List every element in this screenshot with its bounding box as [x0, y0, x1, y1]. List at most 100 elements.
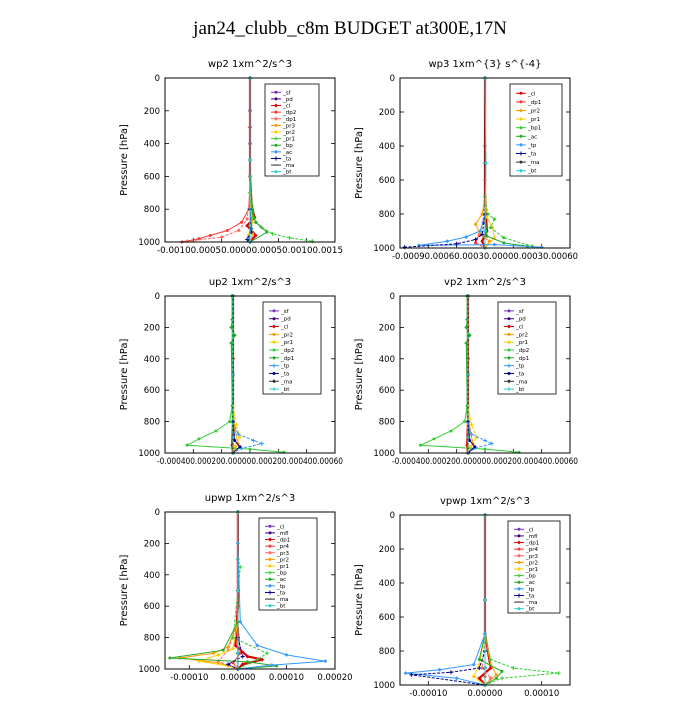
- legend-entry: _pr1: [515, 340, 528, 346]
- legend-entry: _bt: [276, 604, 286, 610]
- data-point-ac: [477, 658, 481, 661]
- data-point-pr1: [287, 235, 292, 240]
- legend-entry: _bt: [280, 387, 290, 393]
- data-point-pr1: [270, 231, 275, 236]
- x-tick-labels: -0.00090.00060.00030.00000.00030.00060: [392, 252, 578, 262]
- y-tick-label: 0: [155, 508, 160, 518]
- plot-frame: [399, 514, 571, 686]
- data-point-pr2: [250, 220, 255, 225]
- legend-box: [509, 83, 563, 177]
- legend-entry: _tp: [527, 143, 537, 149]
- legend-marker: [517, 573, 521, 578]
- panel-up2: up2 1xm^2/s^3 Pressure [hPa] 0 200 400 600 800…: [119, 277, 343, 467]
- data-point-ta: [402, 245, 407, 250]
- data-point-tp: [445, 239, 450, 244]
- data-point-tp: [236, 432, 241, 437]
- legend-entry: _bp: [525, 574, 536, 580]
- legend-marker: [272, 379, 276, 384]
- legend-entry: _dp1: [282, 117, 296, 123]
- series-line-tp: [418, 78, 542, 248]
- legend-marker: [517, 547, 521, 551]
- series-line-pr2: [179, 512, 239, 670]
- legend-marker: [507, 363, 511, 368]
- legend-entry: _bt: [515, 387, 525, 393]
- legend-marker: [519, 151, 523, 156]
- legend-entry: _bt: [527, 169, 537, 175]
- y-tick-label: 400: [379, 579, 395, 589]
- legend-marker: [507, 355, 511, 360]
- legend-marker: [274, 170, 278, 174]
- data-point-pr2: [473, 222, 478, 227]
- x-tick-labels: -0.000400.000200.000000.000200.000400.00…: [392, 457, 578, 467]
- data-point-pr2: [480, 212, 485, 216]
- y-tick-label: 1000: [373, 244, 395, 254]
- legend-marker: [507, 340, 511, 345]
- data-point-bp: [488, 657, 493, 662]
- figure-title: jan24_clubb_c8m BUDGET at300E,17N: [193, 18, 507, 39]
- legend-entry: _pr1: [525, 567, 538, 573]
- data-point-bt: [483, 598, 487, 602]
- legend-entry: _dp2: [280, 348, 294, 354]
- data-point-pr2: [212, 651, 216, 655]
- data-point-dp1: [229, 325, 234, 330]
- data-point-bt: [231, 372, 235, 377]
- data-point-ta: [468, 438, 472, 442]
- data-point-ac: [221, 648, 225, 652]
- data-point-bp: [556, 671, 561, 676]
- data-point-bt: [483, 666, 487, 670]
- data-point-tp: [284, 652, 289, 657]
- data-point-pr3: [251, 232, 255, 236]
- legend-entry: _dp1: [280, 356, 294, 362]
- legend-entry: _ac: [525, 580, 535, 586]
- x-tick-label: 0.00000: [220, 673, 255, 683]
- legend-marker: [507, 332, 511, 336]
- y-tick-label: 800: [379, 210, 395, 220]
- data-point-bt: [483, 229, 487, 233]
- data-point-dp1: [229, 341, 234, 346]
- legend-marker: [274, 110, 278, 114]
- y-tick-label: 200: [379, 323, 395, 333]
- data-point-dp1: [245, 217, 250, 222]
- y-tick-label: 1000: [138, 665, 160, 675]
- legend-entry: _pr2: [280, 332, 293, 338]
- legend-entry: _ac: [527, 134, 537, 140]
- legend-entry: _bp: [282, 143, 293, 149]
- legend-marker: [274, 123, 278, 127]
- legend-marker: [517, 553, 521, 558]
- data-point-pr2: [226, 645, 230, 649]
- y-tick-label: 0: [390, 511, 395, 521]
- data-point-bt: [236, 589, 240, 592]
- data-point-ta: [238, 445, 242, 449]
- data-point-dp2: [449, 429, 453, 433]
- data-point-cl: [480, 239, 484, 243]
- data-point-tp: [269, 663, 274, 668]
- data-point-dp1: [474, 241, 478, 245]
- series-line-tp: [232, 296, 264, 454]
- series-line-ta: [404, 78, 486, 248]
- data-point-tp: [492, 242, 497, 247]
- legend-marker: [268, 544, 272, 548]
- data-point-bt: [248, 224, 252, 228]
- data-point-dp2: [208, 233, 212, 237]
- legend-entry: _bp: [276, 571, 287, 577]
- legend-marker: [519, 142, 523, 147]
- data-point-bp: [500, 676, 504, 681]
- y-tick-label: 200: [144, 323, 160, 333]
- legend-marker: [272, 324, 276, 329]
- data-point-dp1: [232, 333, 237, 338]
- data-point-ta: [473, 237, 478, 242]
- series-line-tp: [467, 296, 494, 454]
- legend-marker: [519, 168, 523, 173]
- legend-marker: [272, 387, 276, 392]
- series-line-pr1: [198, 512, 239, 670]
- data-point-ta: [245, 237, 250, 242]
- legend-marker: [268, 604, 272, 608]
- x-tick-labels: -0.000400.000200.000000.000200.000400.00…: [157, 457, 343, 467]
- x-tick-label: -0.00010: [409, 689, 447, 699]
- data-point-bp1: [501, 235, 506, 240]
- legend-marker: [519, 125, 523, 130]
- legend-marker: [274, 90, 278, 94]
- legend-entry: _ma: [525, 600, 537, 606]
- legend-entry: _pd: [515, 317, 526, 323]
- data-point-pr1: [469, 422, 474, 427]
